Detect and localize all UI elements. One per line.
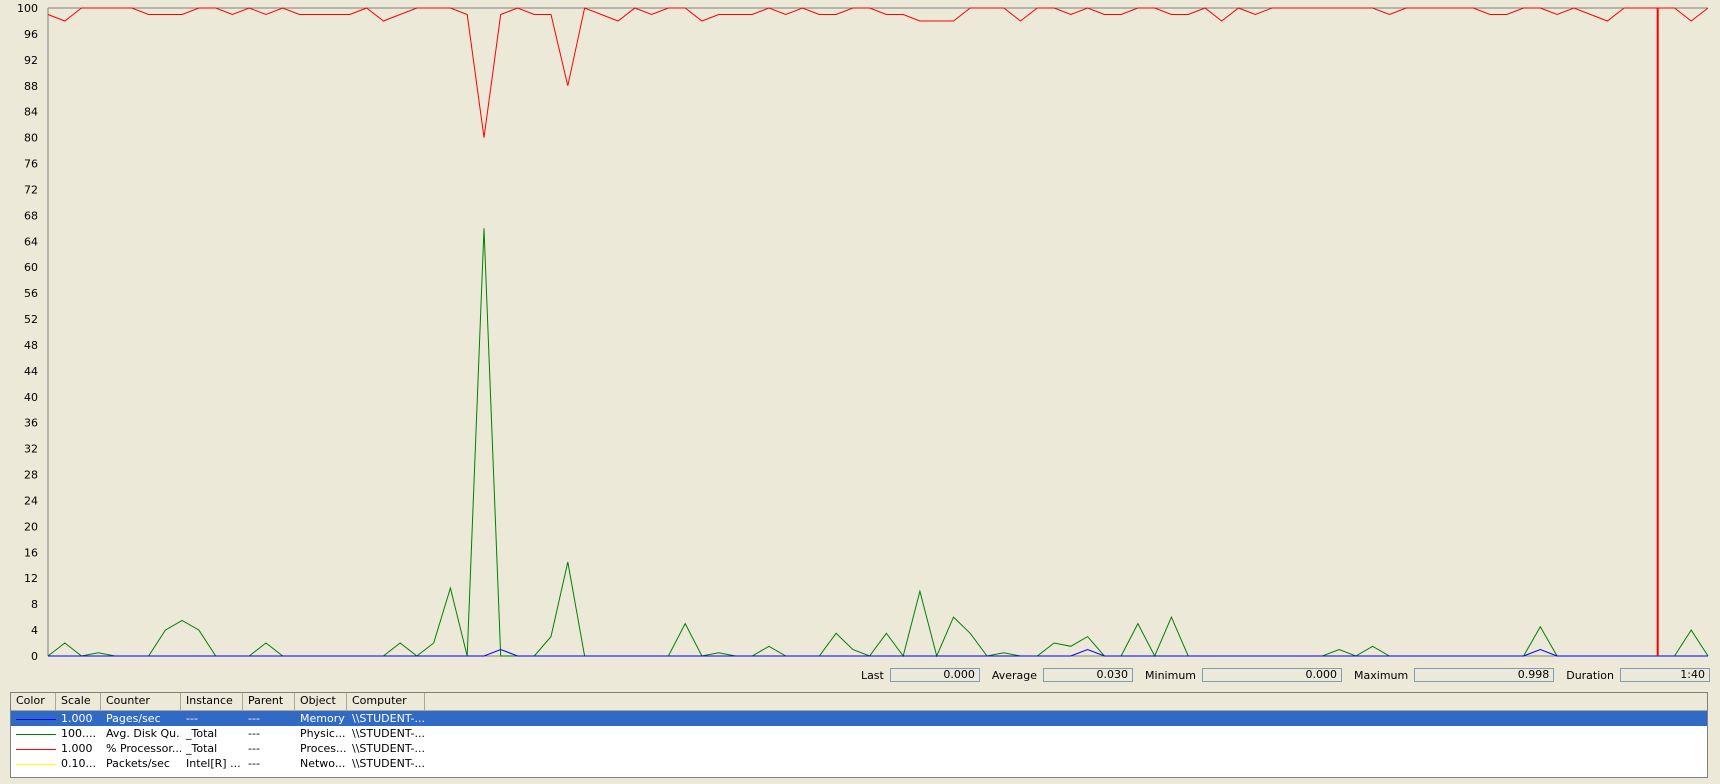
parent-cell: ---: [248, 742, 260, 755]
series-line-swatch: [16, 718, 56, 720]
y-tick-label: 0: [31, 650, 38, 663]
minimum-label: Minimum: [1145, 668, 1197, 682]
duration-label: Duration: [1566, 668, 1614, 682]
parent-cell: ---: [248, 712, 260, 725]
chart-canvas: 1009692888480767268646056524844403632282…: [17, 2, 1709, 663]
counter-legend-list[interactable]: Color Scale Counter Instance Parent Obje…: [10, 692, 1708, 778]
computer-cell: \\STUDENT-...: [352, 742, 425, 755]
y-tick-label: 44: [24, 365, 38, 378]
y-tick-label: 4: [31, 624, 38, 637]
y-tick-label: 32: [24, 443, 38, 456]
scale-cell: 100....: [61, 727, 96, 740]
series-line-1: [47, 228, 1709, 658]
color-swatch: [11, 756, 56, 771]
computer-cell: \\STUDENT-...: [352, 712, 425, 725]
series-line-2: [48, 648, 1708, 657]
header-parent[interactable]: Parent: [243, 693, 295, 710]
y-tick-label: 60: [24, 261, 38, 274]
y-tick-label: 28: [24, 469, 38, 482]
scale-cell: 1.000: [61, 742, 93, 755]
y-tick-label: 100: [17, 2, 38, 15]
instance-cell: ---: [186, 712, 198, 725]
y-tick-label: 8: [31, 598, 38, 611]
legend-row-pages-sec[interactable]: 1.000 Pages/sec --- --- Memory \\STUDENT…: [11, 711, 1707, 726]
counter-cell: Packets/sec: [106, 757, 170, 770]
minimum-value: 0.000: [1202, 668, 1343, 682]
series-line-swatch: [16, 748, 56, 750]
duration-value: 1:40: [1620, 668, 1710, 682]
average-value: 0.030: [1043, 668, 1134, 682]
y-tick-label: 92: [24, 54, 38, 67]
legend-header: Color Scale Counter Instance Parent Obje…: [11, 693, 1707, 711]
header-color[interactable]: Color: [11, 693, 56, 710]
object-cell: Netwo...: [300, 757, 346, 770]
series-line-0: [47, 7, 1709, 138]
counter-cell: % Processor...: [106, 742, 181, 755]
statistics-bar: Last 0.000 Average 0.030 Minimum 0.000 M…: [849, 666, 1710, 684]
maximum-label: Maximum: [1354, 668, 1409, 682]
y-tick-label: 72: [24, 183, 38, 196]
legend-row-processor-time[interactable]: 1.000 % Processor... _Total --- Proces..…: [11, 741, 1707, 756]
scale-cell: 0.10...: [61, 757, 96, 770]
color-swatch: [11, 726, 56, 741]
y-tick-label: 12: [24, 572, 38, 585]
y-tick-label: 48: [24, 339, 38, 352]
y-tick-label: 20: [24, 520, 38, 533]
counter-cell: Avg. Disk Qu...: [106, 727, 181, 740]
color-swatch: [11, 711, 56, 726]
color-swatch: [11, 741, 56, 756]
legend-row-avg-disk-queue[interactable]: 100.... Avg. Disk Qu... _Total --- Physi…: [11, 726, 1707, 741]
legend-row-packets-sec[interactable]: 0.10... Packets/sec Intel[R] ... --- Net…: [11, 756, 1707, 771]
object-cell: Memory: [300, 712, 345, 725]
header-scale[interactable]: Scale: [56, 693, 101, 710]
scale-cell: 1.000: [61, 712, 93, 725]
y-tick-label: 52: [24, 313, 38, 326]
y-tick-label: 84: [24, 106, 38, 119]
header-counter[interactable]: Counter: [101, 693, 181, 710]
header-computer[interactable]: Computer: [347, 693, 425, 710]
performance-graph: 100 96 92 88 84 80 76 72 68 64 60 56 52 48 44 40 36 32 28 2…: [17, 2, 1709, 663]
y-tick-label: 24: [24, 494, 38, 507]
last-value: 0.000: [889, 668, 980, 682]
y-tick-label: 64: [24, 235, 38, 248]
y-tick-label: 96: [24, 28, 38, 41]
instance-cell: _Total: [186, 742, 218, 755]
average-label: Average: [991, 668, 1038, 682]
y-tick-label: 40: [24, 391, 38, 404]
last-label: Last: [860, 668, 884, 682]
series-line-swatch: [16, 763, 56, 765]
maximum-value: 0.998: [1414, 668, 1555, 682]
y-tick-label: 56: [24, 287, 38, 300]
y-tick-label: 88: [24, 80, 38, 93]
y-tick-label: 16: [24, 546, 38, 559]
y-tick-label: 36: [24, 417, 38, 430]
series-line-swatch: [16, 733, 56, 735]
object-cell: Physic...: [300, 727, 346, 740]
computer-cell: \\STUDENT-...: [352, 727, 425, 740]
y-tick-label: 80: [24, 132, 38, 145]
y-tick-label: 68: [24, 209, 38, 222]
counter-cell: Pages/sec: [106, 712, 161, 725]
parent-cell: ---: [248, 757, 260, 770]
header-instance[interactable]: Instance: [181, 693, 243, 710]
header-object[interactable]: Object: [295, 693, 347, 710]
instance-cell: _Total: [186, 727, 218, 740]
instance-cell: Intel[R] ...: [186, 757, 241, 770]
y-tick-label: 76: [24, 158, 38, 171]
object-cell: Proces...: [300, 742, 347, 755]
parent-cell: ---: [248, 727, 260, 740]
computer-cell: \\STUDENT-...: [352, 757, 425, 770]
